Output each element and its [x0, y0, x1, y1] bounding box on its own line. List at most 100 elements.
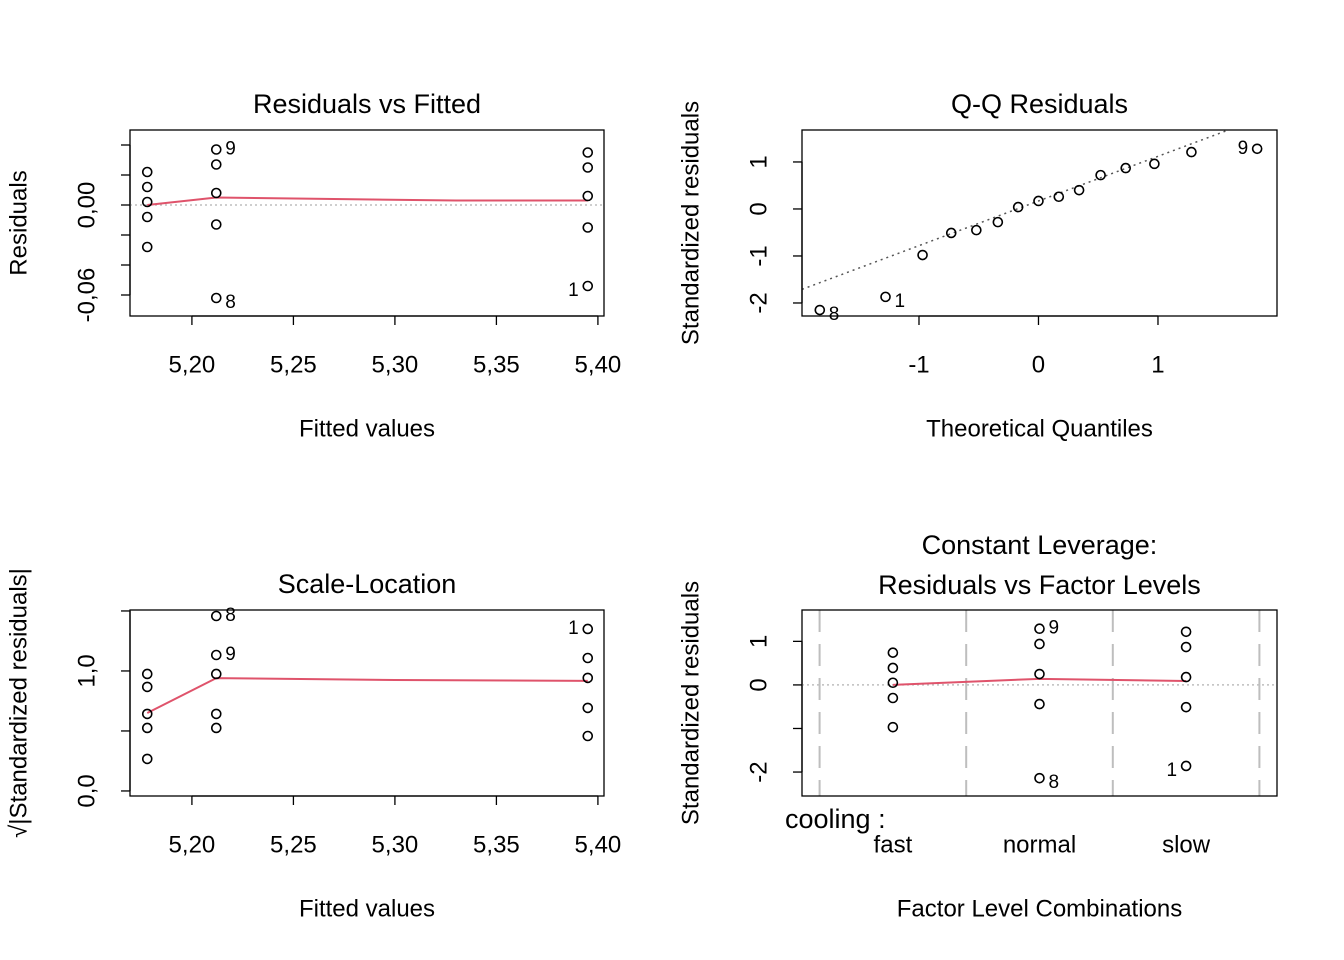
point: [945, 227, 957, 239]
point: [141, 181, 153, 193]
point: [141, 196, 153, 208]
y-tick-label: -1: [745, 245, 772, 266]
point-label: 8: [829, 304, 840, 325]
point: [141, 668, 153, 680]
y-axis-label: Standardized residuals: [677, 581, 704, 825]
x-tick-label: 5,30: [372, 831, 419, 858]
chart-title: Constant Leverage:: [922, 530, 1158, 560]
plot-box: [801, 129, 1278, 317]
point: [887, 647, 899, 658]
point-label: 8: [1049, 772, 1060, 793]
point: [210, 610, 222, 622]
point: [582, 222, 594, 233]
point: [141, 166, 153, 178]
point: [210, 292, 222, 304]
point: [1180, 701, 1192, 713]
y-tick-label: 1: [745, 155, 772, 168]
chart-title: Scale-Location: [278, 569, 457, 599]
x-axis-label: Fitted values: [299, 415, 435, 442]
point: [1053, 191, 1065, 203]
point: [1033, 195, 1044, 207]
x-tick-label: 5,35: [473, 351, 520, 378]
chart-title: Residuals vs Factor Levels: [878, 570, 1201, 600]
point: [141, 681, 153, 693]
point: [887, 692, 899, 704]
point: [1180, 760, 1192, 772]
x-tick-label: 5,35: [473, 831, 520, 858]
y-tick-label: -2: [745, 292, 772, 313]
point: [582, 702, 594, 714]
point: [582, 162, 594, 173]
point: [141, 211, 153, 223]
x-tick-label: 1: [1151, 351, 1164, 378]
point: [971, 224, 982, 236]
point-label: 9: [1049, 618, 1060, 639]
point: [1095, 169, 1106, 181]
y-tick-label: -0,06: [73, 268, 100, 323]
point: [1180, 641, 1192, 653]
point: [210, 159, 222, 170]
point: [210, 144, 222, 155]
point-label: 9: [1238, 138, 1249, 159]
y-tick-label: 1: [745, 635, 772, 648]
x-tick-label: 5,25: [270, 831, 317, 858]
point: [210, 187, 222, 199]
point: [210, 708, 222, 720]
point: [1012, 201, 1024, 213]
point: [887, 721, 899, 733]
x-axis-label: Fitted values: [299, 895, 435, 922]
plot-box: [129, 129, 605, 317]
point-label: 1: [895, 291, 906, 312]
point-label: 8: [225, 605, 236, 626]
point: [210, 722, 222, 734]
point: [582, 730, 594, 742]
point: [582, 147, 594, 158]
point: [1180, 671, 1192, 683]
point: [141, 753, 153, 765]
smooth-line: [146, 677, 588, 714]
point: [141, 241, 153, 253]
smooth-line: [147, 196, 588, 206]
point: [210, 668, 222, 680]
y-axis-label: Standardized residuals: [677, 101, 704, 345]
point: [582, 190, 594, 202]
x-axis-label: Factor Level Combinations: [897, 895, 1182, 922]
point: [210, 219, 222, 230]
x-tick-label: 5,40: [575, 351, 622, 378]
x-tick-label: 5,25: [270, 351, 317, 378]
point: [887, 662, 899, 674]
point: [992, 216, 1004, 228]
point: [1073, 184, 1085, 196]
point: [582, 652, 594, 664]
qq-line: [802, 130, 1231, 291]
point: [141, 708, 153, 720]
point: [880, 291, 891, 303]
point: [1180, 626, 1192, 638]
point-label: 1: [568, 618, 579, 639]
chart-title: Q-Q Residuals: [951, 89, 1128, 119]
point: [1120, 162, 1132, 174]
point: [1034, 668, 1045, 680]
point: [582, 280, 594, 292]
point: [887, 677, 899, 689]
point: [141, 722, 153, 734]
point: [1034, 772, 1045, 784]
x-tick-label: 5,40: [575, 831, 622, 858]
y-axis-label: Residuals: [5, 170, 32, 275]
y-tick-label: 0: [745, 678, 772, 691]
point: [1149, 158, 1160, 170]
plot-box: [129, 609, 605, 797]
x-tick-label: 0: [1032, 351, 1045, 378]
point-label: 9: [225, 139, 236, 160]
point: [1251, 143, 1263, 155]
y-tick-label: 0,0: [73, 774, 100, 807]
point-label: 9: [225, 644, 236, 665]
x-tick-label: 5,30: [372, 351, 419, 378]
y-tick-label: -2: [745, 761, 772, 782]
y-tick-label: 1,0: [73, 654, 100, 687]
x-tick-label: normal: [1003, 831, 1076, 858]
plot-box: [801, 609, 1278, 797]
point-label: 1: [1167, 760, 1178, 781]
